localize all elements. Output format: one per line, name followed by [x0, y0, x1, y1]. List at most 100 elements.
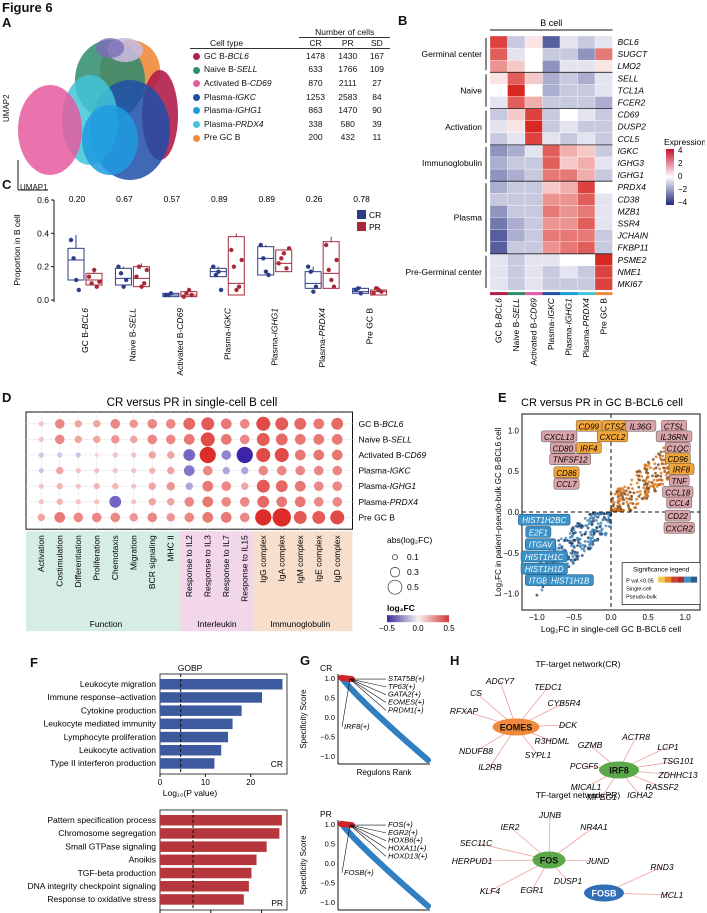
heatmap-cell	[594, 277, 613, 291]
e-point-down	[576, 521, 580, 525]
h-target-label: DCK	[559, 720, 577, 730]
count-pr: 2583	[338, 91, 358, 102]
h-hub-node	[584, 884, 624, 902]
heatmap-cell	[507, 229, 526, 242]
count-sd: 90	[372, 105, 382, 116]
e-point-up	[654, 489, 657, 493]
heatmap-column-label: Plasma-IGKC	[546, 297, 556, 350]
d-category-label: Interleukin	[197, 619, 236, 629]
cluster-color-dot	[193, 134, 200, 142]
h-target-label: NR4A1	[580, 822, 608, 832]
heatmap-cell	[507, 181, 526, 194]
h-target-label: IER2	[501, 822, 520, 832]
e-point-down	[568, 536, 572, 539]
panel-h-label: H	[450, 653, 460, 668]
e-point-down	[583, 539, 587, 543]
d-column-label: Response to IL15	[240, 535, 250, 602]
d-dot	[74, 420, 82, 428]
e-point-up	[618, 503, 621, 507]
g-ytick: 1.0	[325, 820, 335, 829]
e-point-up	[630, 495, 634, 498]
d-dot	[54, 512, 66, 523]
tf-network-h: TF-target network(CR) TF-target network(P…	[450, 659, 698, 902]
f-cr-bar	[160, 758, 215, 769]
e-point-down	[588, 517, 592, 520]
e-gene-label-box	[575, 420, 602, 432]
e-point-up	[654, 466, 658, 470]
heatmap-cell	[489, 96, 508, 109]
e-point-up	[646, 464, 650, 468]
e-ytick: 0.5	[508, 467, 520, 476]
f-pr-term: Chromosome segregation	[58, 828, 156, 838]
d-column-label: Activation	[36, 535, 46, 572]
f-pr-bar	[160, 867, 252, 879]
e-point-down	[607, 515, 611, 518]
count-cr: 1253	[306, 91, 325, 102]
f-xtick: 10	[201, 778, 210, 787]
e-point-down	[570, 534, 574, 538]
e-gene-label: CCL7	[556, 480, 577, 489]
f-xtick: 0	[158, 778, 163, 787]
d-dot	[202, 512, 214, 523]
c-box	[67, 247, 85, 281]
e-point-down	[535, 593, 539, 597]
e-point-up	[611, 496, 615, 500]
d-dot	[166, 481, 175, 491]
e-point-up	[647, 490, 651, 494]
heatmap-cell	[542, 193, 561, 206]
heatmap-gene-label: CCL5	[618, 134, 640, 144]
e-legend-swatch	[664, 576, 672, 583]
c-category-label: Plasma-PRDX4	[317, 308, 327, 368]
d-dot	[313, 418, 325, 430]
e-point-down	[575, 555, 579, 559]
d-row-label: Naive B-SELL	[359, 434, 413, 444]
e-point-up	[661, 462, 665, 465]
h-target-label: RASSF2	[645, 782, 678, 792]
d-dot	[313, 434, 325, 445]
g-regulon-label: TP63(+)	[388, 682, 416, 691]
c-point	[71, 256, 76, 261]
h-target-label: R3HDML	[535, 736, 570, 746]
heatmap-cell	[524, 144, 543, 158]
heatmap-cell	[559, 156, 578, 170]
h-title-cr: TF-target network(CR)	[535, 659, 620, 669]
d-dot	[38, 499, 44, 505]
d-dot	[202, 465, 213, 476]
d-dot	[73, 512, 84, 523]
d-dot	[272, 508, 291, 527]
e-point-down	[570, 529, 574, 533]
d-dot	[201, 417, 215, 431]
heatmap-header: B cell	[540, 18, 562, 28]
cell-type-name: Plasma-IGHG1	[190, 103, 299, 117]
cell-type-name: Naive B-SELL	[190, 63, 299, 77]
c-point	[313, 284, 319, 289]
h-hub-node	[492, 718, 540, 736]
e-point-up	[629, 501, 633, 505]
g-group-tag: CR	[320, 663, 332, 673]
d-dot	[275, 417, 289, 431]
heatmap-cell	[489, 84, 508, 97]
e-point-up	[621, 496, 625, 500]
c-ytick: 0.0	[37, 295, 49, 305]
e-point-down	[571, 555, 575, 558]
e-gene-label: IL36G	[630, 422, 652, 431]
f-pr-term: DNA integrity checkpoint signaling	[27, 881, 156, 891]
e-point-down	[567, 565, 571, 569]
d-column-label: IgM complex	[295, 534, 305, 583]
heatmap-cell	[507, 96, 526, 109]
heatmap-gene-label: TCL1A	[618, 85, 645, 95]
d-dot	[183, 465, 195, 476]
e-point-down	[557, 546, 560, 550]
table-row: Naive B-SELL 633 1766 109	[190, 63, 390, 77]
e-point-down	[573, 550, 577, 554]
d-column-label: Migration	[129, 535, 139, 570]
heatmap-cell	[542, 265, 561, 279]
e-point-up	[622, 498, 626, 502]
c-point	[134, 274, 139, 279]
heatmap-cell	[594, 132, 613, 146]
d-dot	[184, 512, 195, 523]
d-column-label: Chemotaxis	[110, 535, 120, 580]
h-target-label: ADCY7	[485, 676, 515, 686]
d-dot	[294, 434, 306, 445]
heatmap-cell	[577, 60, 596, 73]
